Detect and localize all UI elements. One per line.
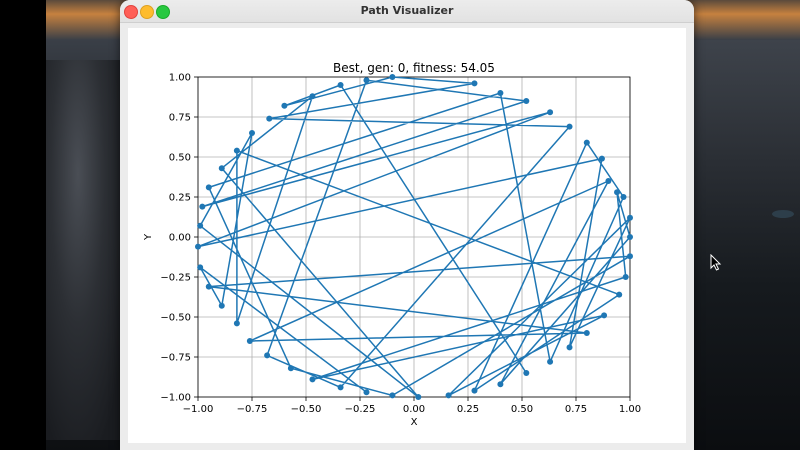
- city-point: [195, 243, 201, 250]
- city-point: [337, 384, 344, 391]
- y-axis-label: Y: [143, 233, 154, 241]
- city-point: [205, 283, 212, 290]
- city-point: [616, 291, 623, 298]
- city-point: [523, 370, 530, 376]
- mouse-cursor-icon: [710, 253, 722, 276]
- city-point: [583, 139, 590, 146]
- y-tick-label: −0.25: [160, 273, 191, 284]
- figure-canvas: −1.00 −1.00 −0.75 −0.75 −0.50 −0.50 −0.25 −0.25…: [128, 28, 686, 443]
- city-point: [363, 77, 370, 84]
- city-point: [622, 274, 629, 280]
- x-tick-label: −0.50: [291, 404, 322, 415]
- wallpaper-detail: [772, 210, 794, 218]
- city-point: [389, 392, 396, 399]
- title-bar[interactable]: Path Visualizer: [120, 0, 694, 23]
- city-point: [547, 109, 554, 116]
- city-point: [249, 130, 255, 136]
- city-point: [309, 93, 316, 100]
- x-axis-label: X: [411, 417, 418, 428]
- city-point: [205, 184, 212, 191]
- city-point: [337, 82, 344, 88]
- city-point: [627, 214, 633, 221]
- city-point: [197, 222, 204, 229]
- y-tick-label: −0.50: [160, 313, 191, 324]
- desktop-wallpaper: [46, 60, 126, 440]
- city-point: [281, 102, 288, 109]
- city-point: [523, 98, 530, 104]
- city-point: [605, 178, 612, 184]
- y-tick-label: −1.00: [160, 393, 191, 404]
- city-point: [218, 165, 225, 172]
- window-title: Path Visualizer: [360, 4, 454, 17]
- x-tick-label: −0.75: [237, 404, 268, 415]
- desktop-wallpaper-right: [694, 40, 800, 450]
- city-point: [627, 234, 633, 240]
- city-point: [497, 381, 504, 388]
- city-point: [287, 365, 294, 372]
- city-point: [264, 352, 271, 359]
- y-tick-label: 0.75: [169, 113, 191, 124]
- x-tick-label: 1.00: [619, 404, 641, 415]
- city-point: [471, 80, 478, 87]
- x-tick-label: −0.25: [345, 404, 376, 415]
- city-point: [233, 320, 240, 327]
- x-tick-label: 0.00: [403, 404, 425, 415]
- y-tick-label: −0.75: [160, 353, 191, 364]
- x-tick-label: 0.25: [457, 404, 479, 415]
- city-point: [601, 312, 608, 319]
- x-tick-label: 0.75: [565, 404, 587, 415]
- desktop-edge: [0, 0, 46, 450]
- city-point: [309, 376, 316, 383]
- city-point: [233, 147, 240, 154]
- app-window: Path Visualizer −1.00 −1.00 −0.75 −0.75 −0.5…: [120, 0, 694, 450]
- city-point: [389, 74, 396, 80]
- city-point: [445, 392, 452, 399]
- y-tick-label: 0.00: [169, 233, 191, 244]
- city-point: [620, 194, 627, 200]
- city-point: [218, 302, 225, 309]
- city-point: [471, 387, 478, 394]
- y-tick-label: 1.00: [169, 73, 191, 84]
- x-tick-label: 0.50: [511, 404, 533, 415]
- city-point: [266, 115, 273, 122]
- city-point: [614, 189, 621, 196]
- city-point: [627, 253, 633, 260]
- city-point: [197, 264, 204, 271]
- chart: −1.00−1.00 −0.75 −0.75 −0.50 −0.50 −0.25 −0.25…: [143, 61, 641, 428]
- x-tick-label: −1.00: [183, 404, 214, 415]
- city-point: [497, 90, 504, 96]
- city-point: [547, 358, 554, 365]
- y-tick-label: 0.25: [169, 193, 191, 204]
- city-point: [246, 338, 253, 344]
- path-line: [197, 76, 631, 398]
- city-point: [415, 394, 422, 400]
- city-point: [583, 330, 590, 336]
- y-tick-label: 0.50: [169, 153, 191, 164]
- close-button[interactable]: [124, 5, 138, 19]
- city-point: [363, 389, 370, 396]
- chart-title: Best, gen: 0, fitness: 54.05: [333, 61, 495, 75]
- city-point: [566, 344, 573, 351]
- city-point: [598, 155, 605, 162]
- city-point: [199, 203, 206, 210]
- zoom-button[interactable]: [156, 5, 170, 19]
- city-point: [566, 123, 573, 130]
- minimize-button[interactable]: [140, 5, 154, 19]
